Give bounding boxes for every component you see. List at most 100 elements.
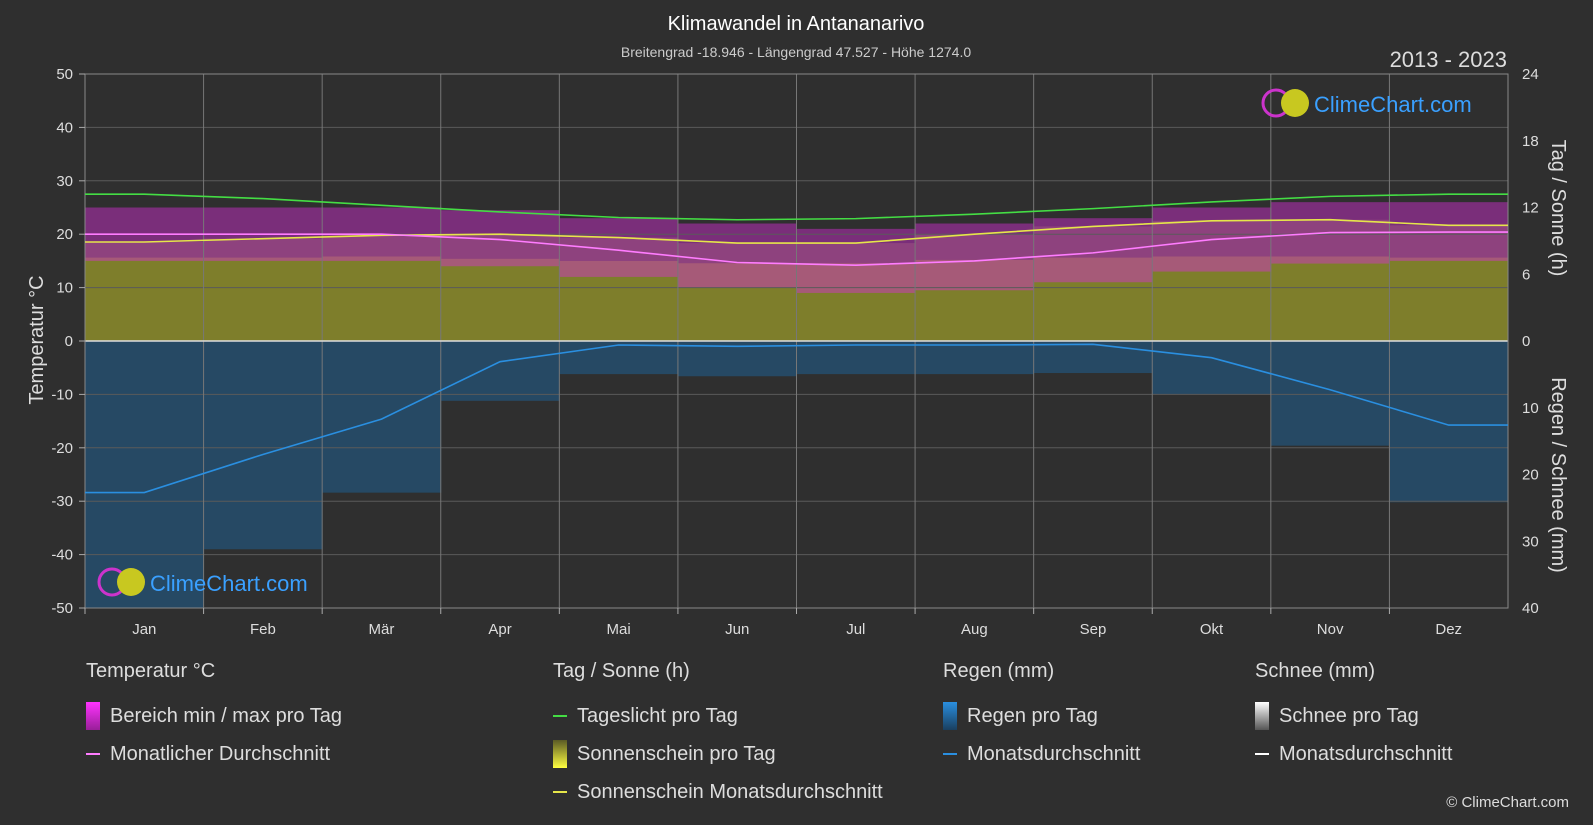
legend-header: Tag / Sonne (h) — [553, 660, 690, 682]
x-tick-label: Feb — [250, 621, 276, 638]
legend-item: Monatsdurchschnitt — [943, 735, 1140, 773]
sunshine-bar — [1033, 257, 1153, 341]
sunshine-swatch-icon — [553, 740, 567, 768]
logo-top: ClimeChart.com — [1261, 88, 1472, 118]
logo-sun-icon — [1281, 89, 1309, 117]
temp-range-bar — [1033, 218, 1153, 283]
rain-bar — [203, 341, 323, 550]
y-tick-right-top: 18 — [1522, 133, 1539, 150]
line-swatch-icon — [1255, 753, 1269, 755]
y-tick-left: -50 — [51, 600, 73, 617]
rain-bar — [85, 341, 205, 608]
legend-item: Tageslicht pro Tag — [553, 697, 883, 735]
y-tick-left: -10 — [51, 386, 73, 403]
legend-item: Schnee pro Tag — [1255, 697, 1452, 735]
legend-snow: Schnee (mm) Schnee pro Tag Monatsdurchsc… — [1255, 660, 1452, 773]
snow-swatch-icon — [1255, 702, 1269, 730]
y-axis-left-label: Temperatur °C — [26, 275, 48, 404]
year-range: 2013 - 2023 — [1390, 47, 1507, 72]
y-tick-left: 20 — [56, 226, 73, 243]
sunshine-bar — [440, 258, 560, 341]
x-tick-label: Jul — [846, 621, 865, 638]
legend-header: Temperatur °C — [86, 660, 216, 682]
y-tick-right-bottom: 10 — [1522, 400, 1539, 417]
rain-bar — [1152, 341, 1272, 395]
sunshine-bar — [796, 263, 916, 341]
sunshine-haze-bar — [559, 237, 679, 261]
sunshine-haze-bar — [1152, 220, 1272, 257]
sunshine-bar — [1152, 256, 1272, 341]
rain-bar — [1270, 341, 1390, 446]
y-tick-left: 30 — [56, 173, 73, 190]
legend-label: Sonnenschein pro Tag — [577, 742, 776, 765]
sunshine-avg-line — [85, 218, 1508, 244]
line-swatch-icon — [553, 791, 567, 793]
legend-daylight-sun: Tag / Sonne (h) Tageslicht pro Tag Sonne… — [553, 660, 883, 811]
temp-range-bar — [559, 218, 679, 277]
range-swatch-icon — [86, 702, 100, 730]
y-tick-right-top: 0 — [1522, 333, 1530, 350]
y-tick-right-bottom: 40 — [1522, 600, 1539, 617]
x-tick-label: Mai — [607, 621, 631, 638]
rain-bar — [440, 341, 560, 401]
sunshine-bar — [677, 263, 797, 341]
sunshine-haze-bar — [677, 243, 797, 264]
copyright: © ClimeChart.com — [1446, 794, 1569, 811]
legend-label: Monatlicher Durchschnitt — [110, 742, 331, 765]
rain-bar — [559, 341, 679, 375]
sunshine-haze-bar — [85, 241, 205, 258]
sunshine-bar — [85, 257, 205, 341]
line-swatch-icon — [553, 715, 567, 717]
sunshine-haze-bar — [203, 238, 323, 258]
rain-avg-line — [85, 343, 1508, 494]
y-axis-right-bottom-label: Regen / Schnee (mm) — [1547, 377, 1569, 573]
rain-swatch-icon — [943, 702, 957, 730]
sunshine-bar — [915, 259, 1035, 341]
legend-item: Monatlicher Durchschnitt — [86, 735, 342, 773]
legend-rain: Regen (mm) Regen pro Tag Monatsdurchschn… — [943, 660, 1140, 773]
rain-bar — [1033, 341, 1153, 374]
chart-subtitle: Breitengrad -18.946 - Längengrad 47.527 … — [621, 44, 971, 60]
legend-item: Monatsdurchschnitt — [1255, 735, 1452, 773]
y-tick-right-bottom: 20 — [1522, 467, 1539, 484]
sunshine-haze-bar — [915, 234, 1035, 260]
rain-bar — [915, 341, 1035, 375]
rain-bar — [796, 341, 916, 375]
legend-item: Regen pro Tag — [943, 697, 1140, 735]
x-tick-label: Jun — [725, 621, 749, 638]
sunshine-bar — [1389, 257, 1509, 341]
chart-title: Klimawandel in Antananarivo — [668, 13, 925, 35]
x-tick-label: Apr — [488, 621, 511, 638]
legend-item: Bereich min / max pro Tag — [86, 697, 342, 735]
sunshine-haze-bar — [796, 243, 916, 264]
rain-bar — [1389, 341, 1509, 503]
y-tick-right-bottom: 30 — [1522, 533, 1539, 550]
temp-avg-line — [85, 231, 1508, 266]
legend-label: Regen pro Tag — [967, 704, 1098, 727]
y-tick-left: 10 — [56, 280, 73, 297]
logo-sun-icon — [117, 568, 145, 596]
y-tick-right-top: 6 — [1522, 266, 1530, 283]
sunshine-bar — [322, 256, 442, 341]
y-tick-left: -20 — [51, 440, 73, 457]
y-axis-right-top-label: Tag / Sonne (h) — [1547, 140, 1569, 277]
temp-range-bar — [796, 228, 916, 293]
plot-area: 50 40 30 20 10 0 -10 -20 -30 -40 -50 24 18 12 6 0 10 20 30… — [51, 66, 1538, 638]
line-swatch-icon — [943, 753, 957, 755]
x-tick-label: Dez — [1435, 621, 1462, 638]
sunshine-bar — [203, 257, 323, 341]
logo-text-bottom: ClimeChart.com — [150, 571, 308, 596]
legend-temperature: Temperatur °C Bereich min / max pro Tag … — [86, 660, 342, 773]
rain-bar — [322, 341, 442, 493]
sunshine-haze-bar — [1270, 219, 1390, 257]
y-tick-left: 50 — [56, 66, 73, 83]
legend-label: Tageslicht pro Tag — [577, 704, 738, 727]
temp-range-bar — [677, 223, 797, 288]
legend-item: Sonnenschein pro Tag — [553, 735, 883, 773]
legend-label: Monatsdurchschnitt — [1279, 742, 1453, 765]
y-tick-left: 0 — [65, 333, 73, 350]
legend-label: Schnee pro Tag — [1279, 704, 1419, 727]
legend-item: Sonnenschein Monatsdurchschnitt — [553, 773, 883, 811]
x-tick-label: Nov — [1317, 621, 1344, 638]
